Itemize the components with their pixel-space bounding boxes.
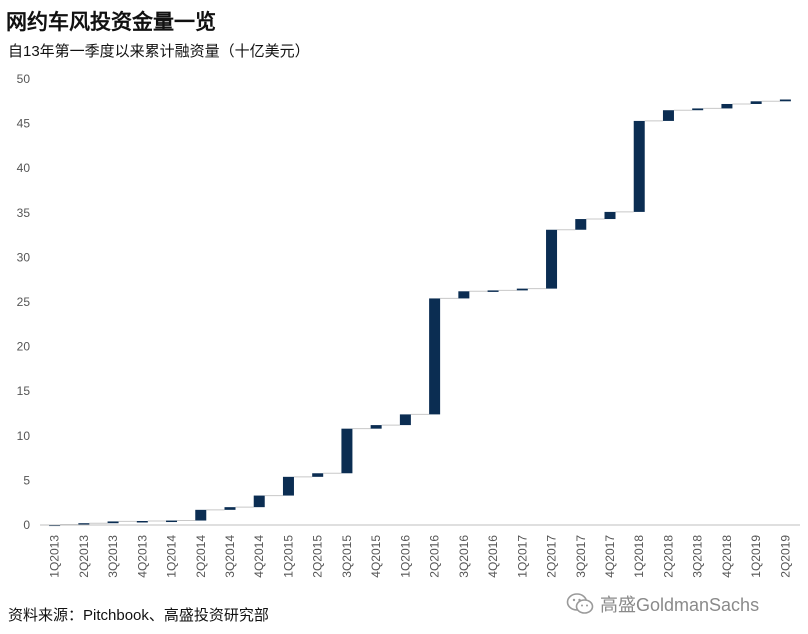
x-tick-label: 1Q2018: [632, 535, 646, 578]
x-tick-label: 4Q2015: [369, 535, 383, 578]
connector-lines: [60, 100, 780, 526]
bars: [49, 99, 791, 527]
x-tick-label: 4Q2013: [135, 535, 149, 578]
bar: [546, 229, 558, 289]
x-tick-label: 1Q2014: [165, 535, 179, 578]
x-tick-label: 1Q2019: [749, 535, 763, 578]
x-tick-label: 3Q2018: [691, 535, 705, 578]
x-tick-label: 3Q2016: [457, 535, 471, 578]
y-tick-label: 10: [17, 429, 31, 443]
x-tick-label: 4Q2017: [603, 535, 617, 578]
x-axis: 1Q2013 2Q2013 3Q2013 4Q2013 1Q2014 2Q2014 3Q20…: [40, 524, 800, 578]
watermark-text: 高盛GoldmanSachs: [600, 595, 760, 615]
x-tick-label: 1Q2017: [515, 535, 529, 578]
bar: [429, 298, 441, 415]
bar: [662, 110, 674, 121]
bar: [604, 211, 616, 220]
x-tick-label: 3Q2014: [223, 535, 237, 578]
bar: [312, 473, 324, 477]
y-tick-label: 0: [23, 518, 30, 532]
bar: [107, 521, 119, 524]
x-tick-label: 2Q2017: [545, 535, 559, 578]
bar: [136, 520, 148, 523]
x-tick-label: 3Q2013: [106, 535, 120, 578]
bar: [399, 414, 411, 426]
y-tick-label: 35: [17, 206, 31, 220]
y-tick-label: 30: [17, 250, 31, 264]
x-tick-label: 2Q2016: [428, 535, 442, 578]
x-tick-label: 2Q2019: [778, 535, 792, 578]
bar: [224, 507, 236, 510]
bar: [370, 425, 382, 429]
bar: [721, 103, 733, 109]
y-tick-label: 15: [17, 384, 31, 398]
bar: [779, 99, 791, 102]
x-tick-label: 2Q2015: [311, 535, 325, 578]
x-tick-label: 3Q2017: [574, 535, 588, 578]
bar: [253, 495, 265, 508]
bar: [282, 476, 294, 496]
x-tick-label: 2Q2018: [661, 535, 675, 578]
bar: [458, 291, 470, 299]
bar: [166, 520, 178, 523]
bar: [78, 523, 90, 525]
x-tick-label: 4Q2014: [252, 535, 266, 578]
x-tick-label: 1Q2013: [48, 535, 62, 578]
y-tick-label: 50: [17, 72, 31, 86]
bar: [487, 290, 499, 292]
y-tick-label: 45: [17, 117, 31, 131]
y-tick-label: 5: [23, 473, 30, 487]
bar: [195, 509, 207, 521]
x-tick-label: 2Q2013: [77, 535, 91, 578]
chart-title: 网约车风投资金量一览: [6, 9, 216, 34]
y-tick-label: 20: [17, 340, 31, 354]
bar: [633, 120, 645, 212]
wechat-icon: [566, 593, 594, 614]
x-tick-label: 1Q2015: [281, 535, 295, 578]
source-note: 资料来源：Pitchbook、高盛投资研究部: [8, 607, 269, 624]
bar: [575, 219, 587, 230]
x-tick-label: 4Q2016: [486, 535, 500, 578]
y-tick-label: 25: [17, 295, 31, 309]
x-tick-label: 1Q2016: [398, 535, 412, 578]
x-tick-label: 3Q2015: [340, 535, 354, 578]
bar: [750, 101, 762, 104]
y-axis: 0 5 10 15 20 25 30 35 40 45 50: [17, 72, 31, 532]
x-tick-label: 2Q2014: [194, 535, 208, 578]
x-tick-label: 4Q2018: [720, 535, 734, 578]
watermark: 高盛GoldmanSachs: [566, 591, 759, 617]
bar: [341, 428, 353, 474]
chart-subtitle: 自13年第一季度以来累计融资量（十亿美元）: [8, 43, 310, 60]
bar: [692, 108, 704, 111]
y-tick-label: 40: [17, 161, 31, 175]
bar: [516, 288, 528, 291]
